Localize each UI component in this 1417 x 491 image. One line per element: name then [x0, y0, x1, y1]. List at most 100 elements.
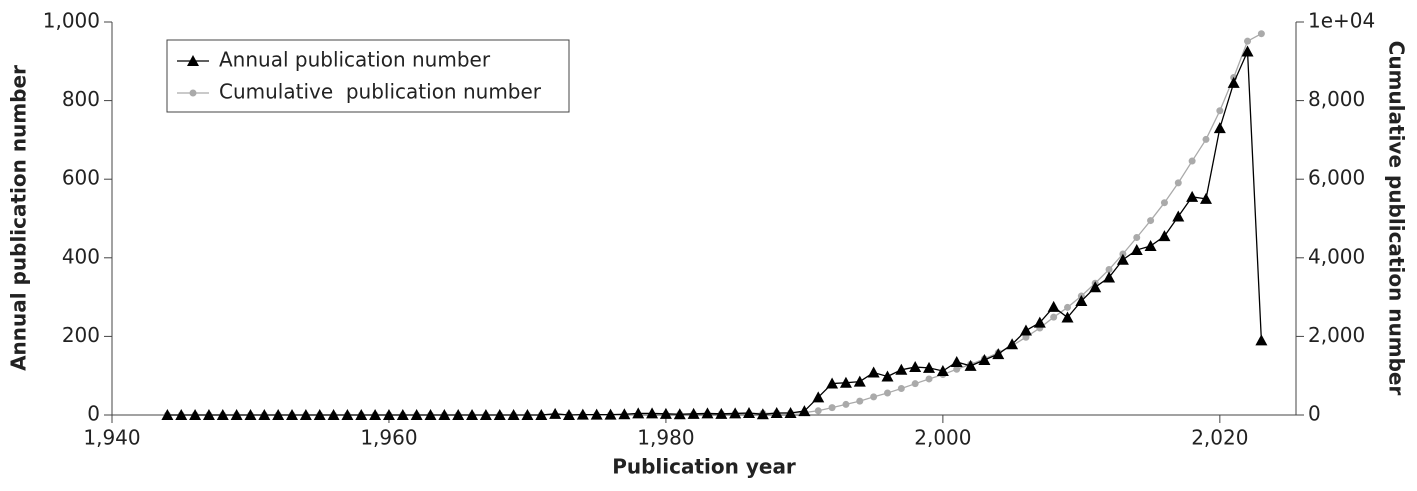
marker	[424, 409, 437, 420]
marker	[1202, 135, 1210, 143]
marker	[1188, 157, 1196, 165]
marker	[466, 409, 479, 420]
marker	[604, 408, 617, 420]
marker	[535, 409, 548, 420]
marker	[313, 409, 326, 420]
marker	[1133, 233, 1141, 241]
y-tick-label: 1,000	[43, 9, 100, 33]
marker	[161, 409, 174, 420]
marker	[646, 407, 659, 419]
marker	[936, 364, 949, 376]
marker	[923, 361, 936, 373]
marker	[978, 353, 991, 365]
marker	[701, 407, 714, 419]
marker	[355, 409, 368, 420]
marker	[673, 408, 686, 420]
marker	[341, 409, 354, 420]
marker	[1257, 30, 1265, 38]
marker	[659, 407, 672, 419]
y2-tick-label: 8,000	[1308, 87, 1365, 111]
y-tick-label: 0	[87, 402, 100, 426]
y2-tick-label: 2,000	[1308, 323, 1365, 347]
marker	[1216, 107, 1224, 115]
y2-tick-label: 0	[1308, 402, 1321, 426]
x-tick-label: 2,020	[1191, 426, 1248, 450]
marker	[479, 409, 492, 420]
marker	[382, 409, 395, 420]
marker	[396, 409, 409, 420]
legend-box	[166, 39, 570, 113]
marker	[950, 355, 963, 367]
y-tick-label: 600	[62, 166, 100, 190]
x-tick-label: 1,940	[83, 426, 140, 450]
marker	[175, 409, 188, 420]
marker	[715, 407, 728, 419]
x-axis-label: Publication year	[612, 455, 796, 479]
y-axis-label: Annual publication number	[7, 65, 31, 371]
marker	[1103, 271, 1116, 283]
marker	[410, 409, 423, 420]
marker	[770, 407, 783, 419]
marker	[911, 380, 919, 388]
marker	[1158, 230, 1171, 242]
y-tick-label: 800	[62, 87, 100, 111]
marker	[1130, 243, 1143, 255]
marker	[299, 409, 312, 420]
marker	[327, 409, 340, 420]
marker	[189, 409, 202, 420]
y2-tick-label: 4,000	[1308, 244, 1365, 268]
marker	[853, 375, 866, 387]
y2-tick-label: 1e+04	[1308, 9, 1375, 33]
marker	[1174, 179, 1182, 187]
marker	[856, 397, 864, 405]
x-tick-label: 2,000	[914, 426, 971, 450]
marker	[202, 409, 215, 420]
marker	[839, 376, 852, 388]
x-tick-label: 1,980	[637, 426, 694, 450]
marker	[814, 407, 822, 415]
marker	[881, 370, 894, 382]
marker	[1047, 300, 1060, 312]
marker	[1227, 76, 1240, 88]
marker	[687, 407, 700, 419]
marker	[258, 409, 271, 420]
marker	[452, 409, 465, 420]
marker	[1006, 338, 1019, 350]
marker	[897, 384, 905, 392]
marker	[1116, 253, 1129, 265]
marker	[369, 409, 382, 420]
marker	[953, 365, 961, 373]
marker	[842, 400, 850, 408]
marker	[1244, 37, 1252, 45]
marker	[618, 408, 631, 420]
marker	[867, 366, 880, 378]
marker	[1105, 266, 1113, 274]
marker	[729, 407, 742, 419]
legend-label: Cumulative publication number	[219, 80, 542, 104]
marker	[230, 409, 243, 420]
marker	[909, 361, 922, 373]
marker	[590, 408, 603, 420]
marker	[1033, 316, 1046, 328]
marker	[521, 409, 534, 420]
marker	[1075, 295, 1088, 307]
marker	[1144, 240, 1157, 252]
marker	[187, 55, 199, 66]
marker	[1255, 334, 1268, 346]
marker	[1050, 313, 1058, 321]
y2-axis-label: Cumulative publication number	[1385, 41, 1409, 396]
marker	[576, 408, 589, 420]
marker	[1147, 217, 1155, 225]
marker	[883, 389, 891, 397]
marker	[189, 89, 197, 97]
marker	[1064, 303, 1072, 311]
marker	[1061, 311, 1074, 323]
y2-tick-label: 6,000	[1308, 166, 1365, 190]
marker	[216, 409, 229, 420]
marker	[826, 377, 839, 389]
marker	[286, 409, 299, 420]
y-tick-label: 200	[62, 323, 100, 347]
marker	[828, 404, 836, 412]
marker	[784, 407, 797, 419]
